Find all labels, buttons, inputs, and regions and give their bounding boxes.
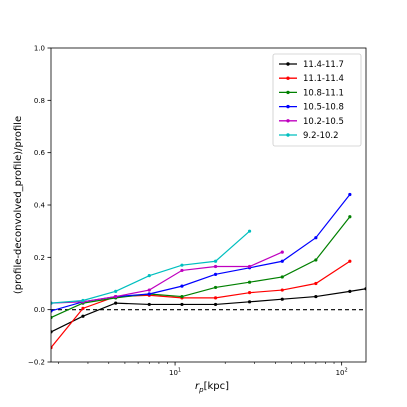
- series-6-point: [147, 274, 151, 278]
- legend-label: 10.5-10.8: [303, 103, 344, 113]
- legend-swatch-marker: [286, 104, 290, 109]
- x-axis-label-subscript: p: [198, 386, 204, 394]
- y-tick-label: −0.2: [28, 359, 45, 367]
- legend-swatch-marker: [286, 119, 290, 123]
- legend-entry: 10.5-10.8: [279, 103, 344, 113]
- legend-swatch-marker: [286, 133, 290, 137]
- series-4-point: [147, 292, 151, 296]
- legend: 11.4-11.7 11.1-11.4 10.8-11.1 10.5-10.8 10.2…: [272, 53, 362, 147]
- legend-entry: 10.2-10.5: [279, 117, 344, 127]
- legend-label: 10.8-11.1: [303, 88, 344, 98]
- y-tick-label: 0.2: [34, 254, 45, 262]
- series-6-point: [81, 298, 85, 303]
- series-1-point: [81, 314, 85, 318]
- legend-swatch-marker: [286, 90, 290, 95]
- legend-entry: 9.2-10.2: [279, 131, 339, 141]
- series-2-point: [314, 281, 318, 286]
- y-tick-label: 0.0: [34, 306, 45, 314]
- series-5-point: [247, 264, 252, 269]
- y-tick-label: 0.6: [34, 149, 46, 157]
- series-5-point: [114, 294, 118, 299]
- series-4-point: [314, 236, 318, 240]
- series-3-point: [314, 258, 318, 262]
- series-5-point: [280, 250, 284, 254]
- series-1-point: [213, 302, 218, 307]
- x-tick-label: 102: [336, 368, 348, 378]
- series-5-point: [147, 288, 151, 292]
- legend-label: 10.2-10.5: [303, 117, 344, 127]
- x-axis-label-main: r: [195, 381, 200, 392]
- y-tick-label: 1.0: [34, 45, 45, 53]
- y-axis-label: (profile-deconvolved_profile)/profile: [13, 116, 24, 294]
- legend-swatch-marker: [286, 76, 290, 80]
- plot-content: [51, 192, 366, 350]
- x-tick-label: 101: [169, 368, 181, 378]
- series-1-point: [114, 301, 118, 305]
- legend-label: 11.4-11.7: [303, 60, 344, 70]
- series-6-point: [114, 289, 118, 293]
- series-6-point: [213, 259, 218, 263]
- series-1-point: [348, 289, 352, 293]
- series-6-point: [247, 229, 252, 233]
- series-line-5: [51, 251, 283, 304]
- legend-label: 11.1-11.4: [303, 74, 344, 84]
- legend-entry: 11.1-11.4: [279, 74, 344, 84]
- series-2-point: [348, 259, 352, 263]
- series-2-point: [81, 306, 85, 310]
- series-5-point: [180, 268, 184, 273]
- series-1-point: [247, 300, 252, 304]
- legend-swatch-marker: [286, 62, 290, 66]
- legend-entry: 10.8-11.1: [279, 88, 344, 98]
- series-4-point: [280, 259, 284, 263]
- series-1-point: [314, 294, 318, 299]
- series-4-point: [348, 192, 352, 197]
- series-1-point: [280, 297, 284, 301]
- series-3-point: [180, 294, 184, 299]
- series-line-3: [51, 216, 351, 319]
- series-4-point: [180, 284, 184, 288]
- series-line-2: [51, 260, 351, 348]
- legend-box: [272, 53, 362, 147]
- series-3-point: [213, 285, 218, 290]
- series-3-point: [247, 280, 252, 284]
- plot-area: [51, 192, 366, 350]
- series-6-point: [180, 263, 184, 267]
- series-2-point: [280, 288, 284, 292]
- y-tick-label: 0.4: [34, 202, 46, 210]
- legend-entry: 11.4-11.7: [279, 60, 344, 70]
- x-axis-label: rp[kpc]: [195, 381, 229, 394]
- x-axis-label-unit: [kpc]: [204, 381, 230, 392]
- y-tick-label: 0.8: [34, 97, 45, 105]
- series-1-point: [180, 302, 184, 307]
- series-2-point: [247, 291, 252, 295]
- series-4-point: [213, 272, 218, 276]
- series-1-point: [147, 302, 151, 307]
- axes: −0.2 0.0 0.2 0.4 0.6 0.8 1.0 101 102: [28, 45, 367, 378]
- series-3-point: [280, 275, 284, 279]
- series-2-point: [213, 296, 218, 300]
- series-3-point: [348, 215, 352, 219]
- legend-label: 9.2-10.2: [303, 131, 339, 141]
- series-5-point: [213, 264, 218, 269]
